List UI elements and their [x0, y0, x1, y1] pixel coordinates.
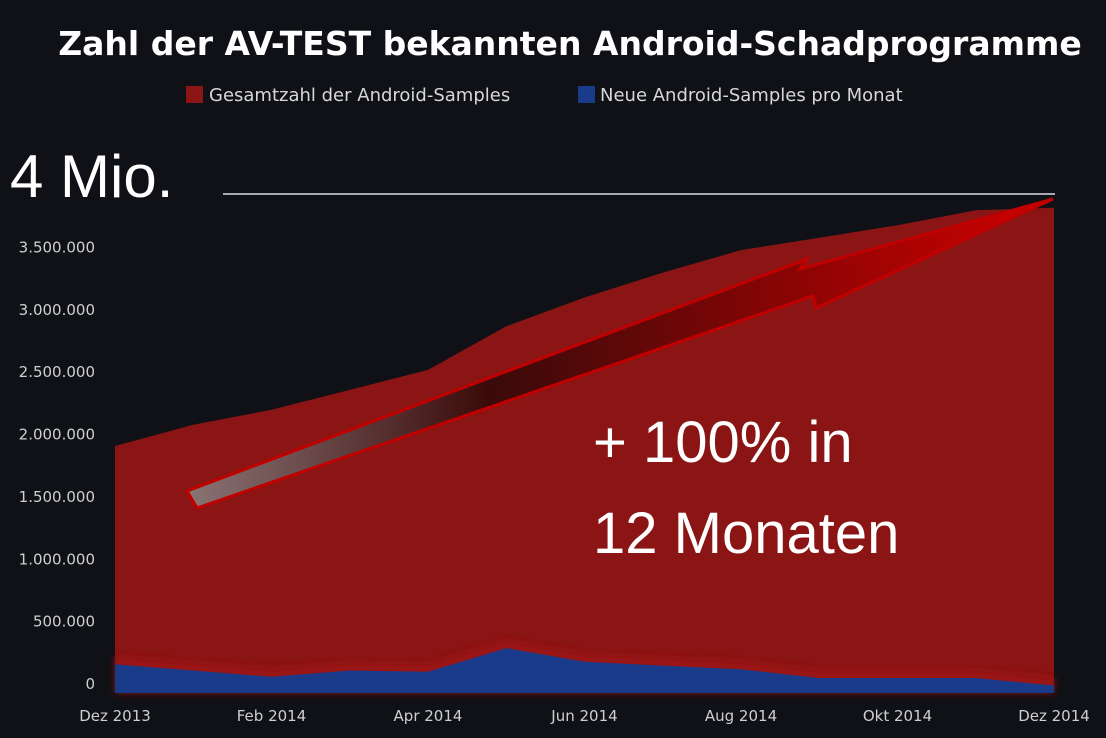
y-tick-label: 500.000 [33, 613, 95, 631]
x-tick-label: Jun 2014 [550, 707, 617, 725]
x-tick-label: Feb 2014 [237, 707, 307, 725]
y-tick-label: 2.500.000 [19, 363, 95, 381]
x-axis: Dez 2013 Feb 2014 Apr 2014 Jun 2014 Aug 2014… [79, 707, 1090, 725]
y-tick-label: 3.500.000 [19, 238, 95, 256]
legend-swatch-total [186, 86, 203, 103]
trend-arrow [184, 197, 1054, 510]
legend-label-new: Neue Android-Samples pro Monat [600, 85, 903, 106]
trend-arrow-shape [184, 197, 1054, 510]
legend-swatch-new [578, 86, 595, 103]
area-new-samples [115, 648, 1054, 693]
y-tick-label: 1.500.000 [19, 488, 95, 506]
y-axis: 0 500.000 1.000.000 1.500.000 2.000.000 2.500… [19, 238, 95, 693]
x-tick-label: Aug 2014 [705, 707, 777, 725]
x-tick-label: Dez 2013 [79, 707, 151, 725]
annotation-line-1: + 100% in [593, 410, 853, 475]
chart-title: Zahl der AV-TEST bekannten Android-Schad… [58, 24, 1082, 63]
y-tick-label: 2.000.000 [19, 426, 95, 444]
x-tick-label: Okt 2014 [863, 707, 932, 725]
legend: Gesamtzahl der Android-Samples Neue Andr… [186, 85, 903, 106]
y-tick-label: 0 [85, 675, 95, 693]
annotation-line-2: 12 Monaten [593, 501, 899, 566]
x-tick-label: Dez 2014 [1018, 707, 1090, 725]
y-tick-label: 3.000.000 [19, 301, 95, 319]
y-tick-label: 1.000.000 [19, 550, 95, 568]
top-label: 4 Mio. [10, 143, 173, 210]
legend-label-total: Gesamtzahl der Android-Samples [209, 85, 510, 106]
area-total-samples [115, 207, 1054, 693]
x-tick-label: Apr 2014 [394, 707, 463, 725]
